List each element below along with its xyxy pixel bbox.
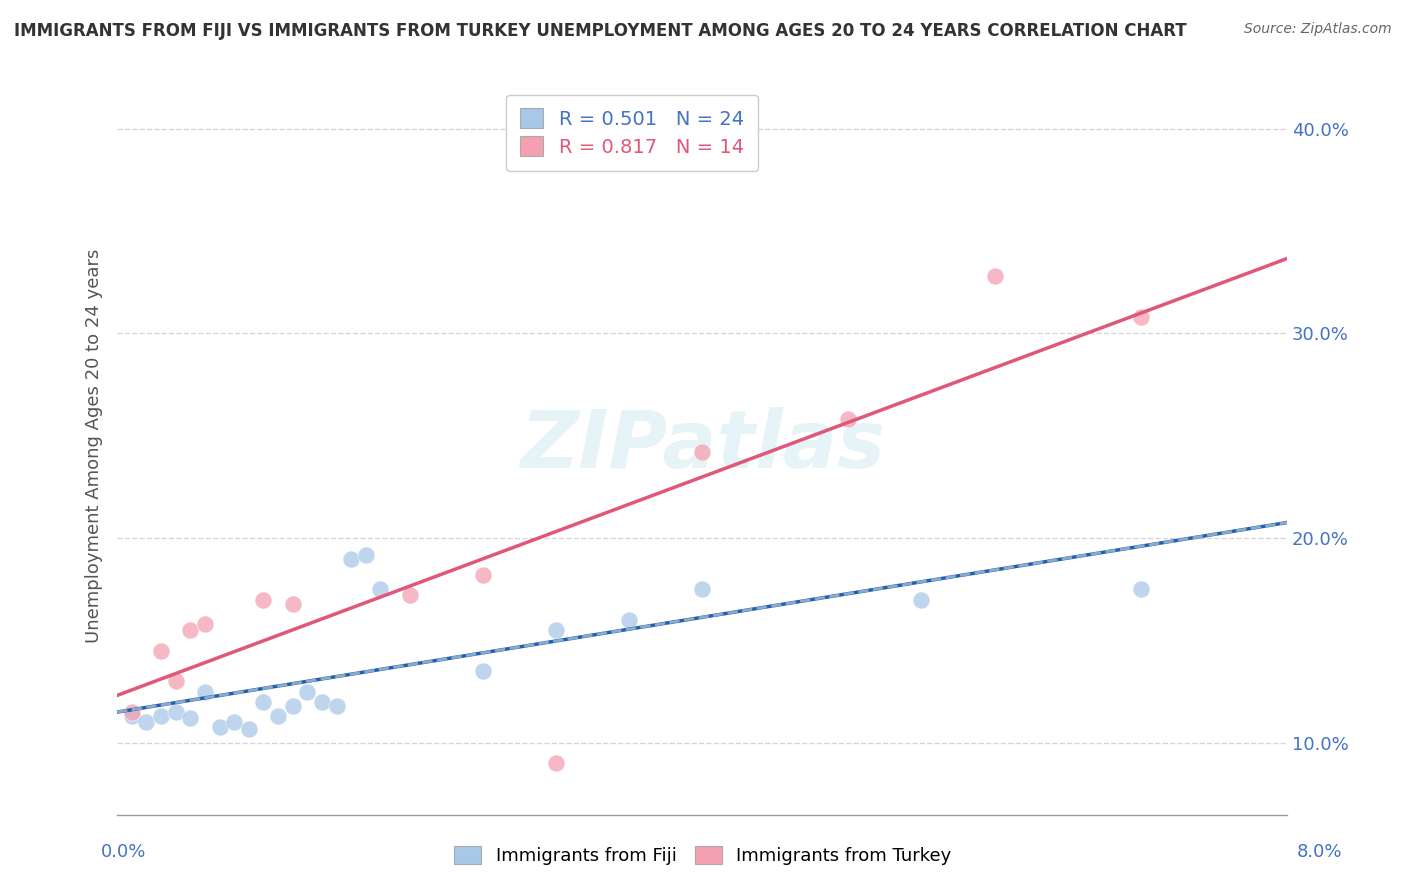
Point [297,684,319,698]
Point [471,568,494,582]
Point [544,756,567,771]
Point [267,709,290,723]
Point [224,715,246,730]
Point [194,684,217,698]
Text: IMMIGRANTS FROM FIJI VS IMMIGRANTS FROM TURKEY UNEMPLOYMENT AMONG AGES 20 TO 24 : IMMIGRANTS FROM FIJI VS IMMIGRANTS FROM … [14,22,1187,40]
Point [150,709,173,723]
Point [165,705,187,719]
Text: 8.0%: 8.0% [1298,843,1343,861]
Point [398,589,420,603]
Text: Source: ZipAtlas.com: Source: ZipAtlas.com [1244,22,1392,37]
Point [340,551,363,566]
Point [910,592,932,607]
Y-axis label: Unemployment Among Ages 20 to 24 years: Unemployment Among Ages 20 to 24 years [86,249,103,643]
Point [325,699,347,714]
Point [208,719,231,733]
Point [135,715,157,730]
Point [354,548,377,562]
Point [311,695,333,709]
Point [1129,582,1152,597]
Point [281,597,304,611]
Point [690,582,713,597]
Point [252,695,274,709]
Point [121,709,143,723]
Point [983,268,1005,283]
Point [150,644,173,658]
Legend: R = 0.501   N = 24, R = 0.817   N = 14: R = 0.501 N = 24, R = 0.817 N = 14 [506,95,758,170]
Text: ZIPatlas: ZIPatlas [520,407,884,485]
Legend: Immigrants from Fiji, Immigrants from Turkey: Immigrants from Fiji, Immigrants from Tu… [446,837,960,874]
Point [690,445,713,459]
Point [281,699,304,714]
Point [617,613,640,627]
Text: 0.0%: 0.0% [101,843,146,861]
Point [252,592,274,607]
Point [370,582,392,597]
Point [1129,310,1152,324]
Point [179,624,201,638]
Point [471,665,494,679]
Point [837,412,859,426]
Point [121,705,143,719]
Point [165,674,187,689]
Point [194,617,217,632]
Point [544,624,567,638]
Point [179,711,201,725]
Point [238,722,260,736]
